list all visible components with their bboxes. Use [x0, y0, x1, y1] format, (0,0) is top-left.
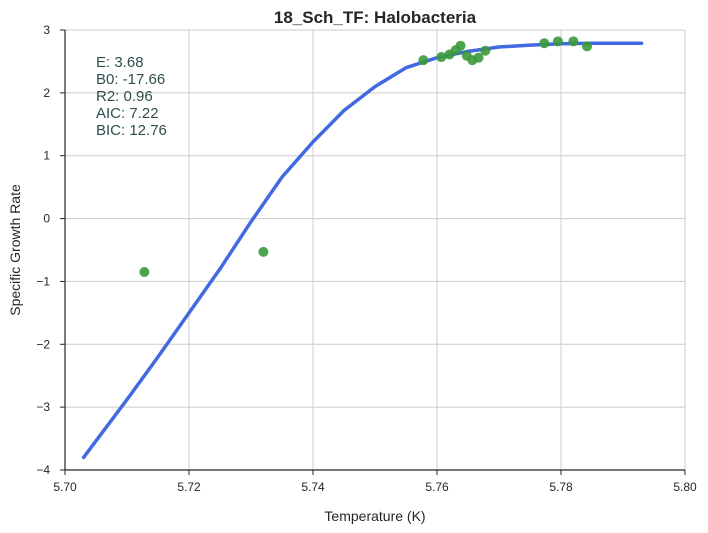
- data-points: [139, 36, 593, 277]
- y-tick-label: −1: [36, 274, 50, 288]
- y-tick-label: 3: [43, 23, 50, 37]
- y-axis-ticks: −4 −3 −2 −1 0 1 2 3: [36, 23, 65, 477]
- fit-stat-line: BIC: 12.76: [96, 122, 167, 139]
- y-tick-label: 1: [43, 149, 50, 163]
- fit-stat-line: AIC: 7.22: [96, 105, 159, 122]
- x-tick-label: 5.80: [673, 480, 697, 494]
- data-point: [539, 38, 550, 49]
- data-point: [582, 41, 593, 52]
- fit-line: [81, 41, 644, 460]
- fit-stat-line: R2: 0.96: [96, 88, 153, 105]
- y-tick-label: −3: [36, 400, 50, 414]
- x-tick-label: 5.78: [549, 480, 573, 494]
- x-axis-label: Temperature (K): [324, 508, 425, 524]
- data-point: [418, 55, 429, 66]
- x-tick-label: 5.70: [53, 480, 77, 494]
- fitted-curve: [81, 41, 644, 460]
- x-tick-label: 5.76: [425, 480, 449, 494]
- fit-stat-line: B0: -17.66: [96, 71, 165, 88]
- y-tick-label: 0: [43, 212, 50, 226]
- y-tick-label: −2: [36, 337, 50, 351]
- chart-title: 18_Sch_TF: Halobacteria: [274, 8, 477, 27]
- y-axis-label: Specific Growth Rate: [7, 184, 23, 316]
- data-point: [258, 246, 269, 257]
- data-point: [139, 267, 150, 277]
- y-tick-label: −4: [36, 463, 50, 477]
- data-point: [473, 52, 484, 63]
- grid: [65, 29, 686, 470]
- data-point: [568, 36, 579, 47]
- data-point: [552, 36, 563, 47]
- x-tick-label: 5.74: [301, 480, 325, 494]
- x-axis-ticks: 5.70 5.72 5.74 5.76 5.78 5.80: [53, 470, 697, 494]
- data-point: [455, 40, 466, 51]
- data-point: [480, 45, 491, 56]
- fit-stat-line: E: 3.68: [96, 54, 144, 71]
- x-tick-label: 5.72: [177, 480, 201, 494]
- y-tick-label: 2: [43, 86, 50, 100]
- data-point: [436, 52, 447, 63]
- axes: [64, 30, 685, 471]
